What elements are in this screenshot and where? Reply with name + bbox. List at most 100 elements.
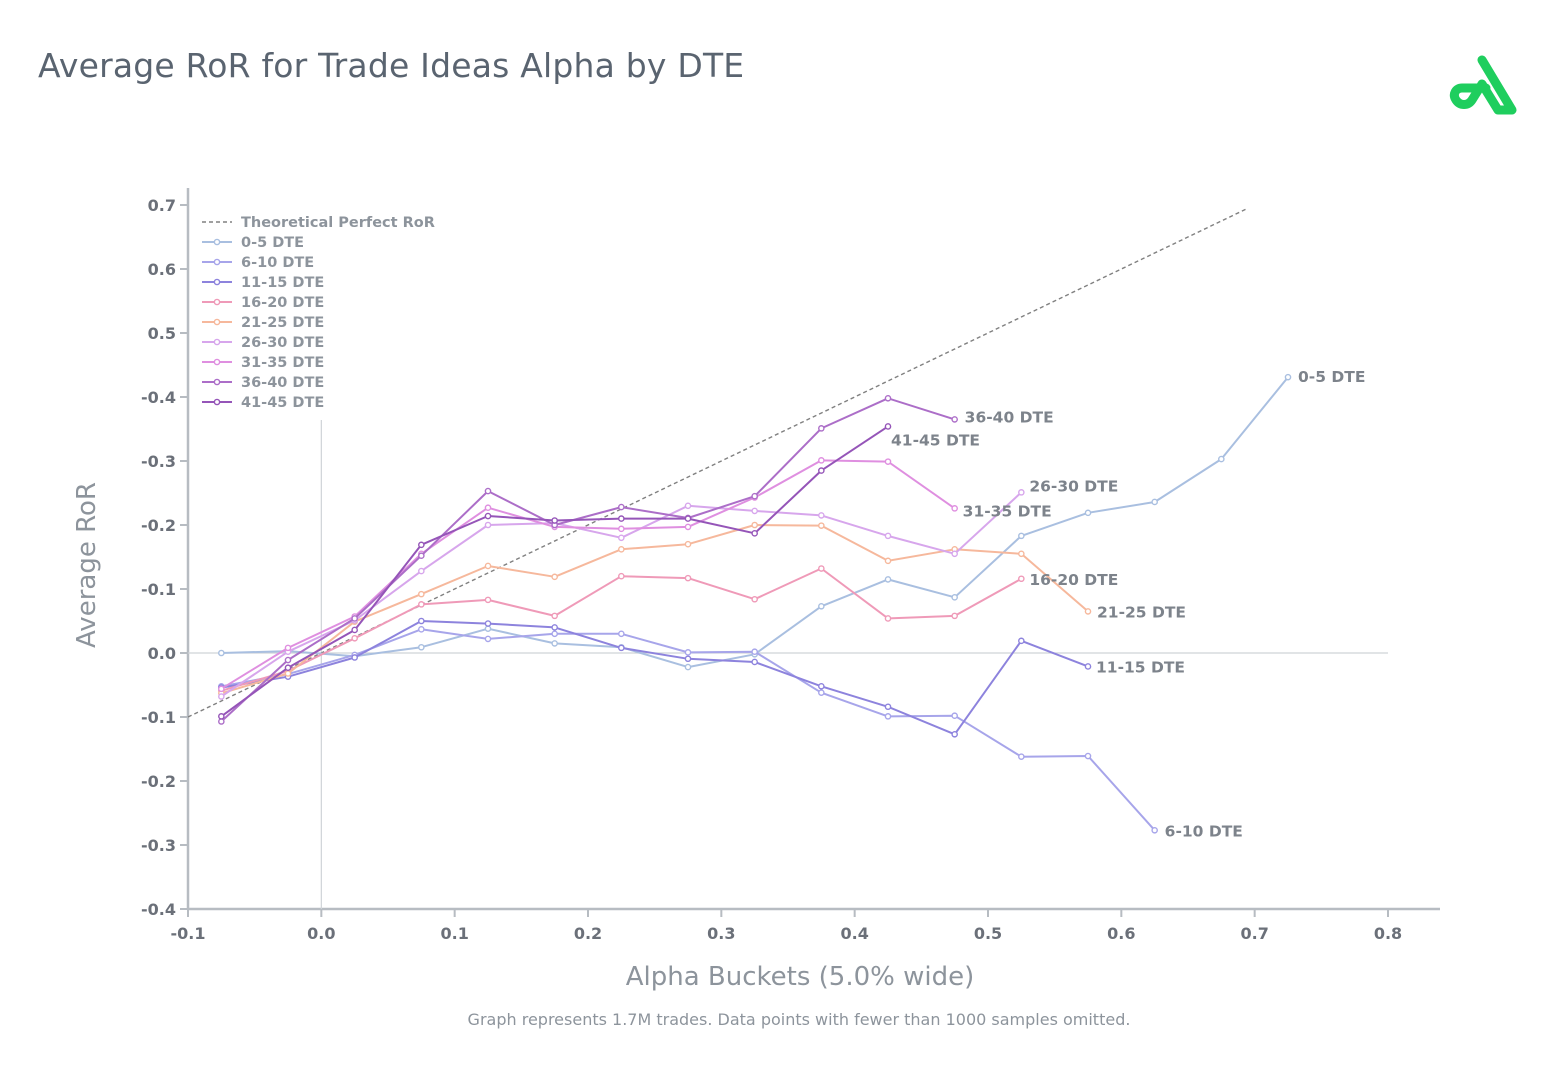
data-point-31-35-dte	[218, 685, 225, 693]
data-point-6-10-dte	[751, 648, 758, 656]
legend-label-26-30-dte: 26-30 DTE	[241, 335, 324, 351]
data-point-6-10-dte	[551, 630, 558, 638]
data-point-26-30-dte	[618, 534, 625, 542]
legend-marker-36-40-dte	[213, 378, 221, 386]
reference-line	[187, 207, 1249, 718]
data-point-36-40-dte	[351, 615, 358, 622]
legend-label-theoretical-perfect-ror: Theoretical Perfect RoR	[241, 215, 435, 231]
legend-label-21-25-dte: 21-25 DTE	[241, 315, 324, 331]
legend-marker-6-10-dte	[213, 258, 221, 266]
chart-end-labels: 0-5 DTE 6-10 DTE 11-15 DTE 16-20 DTE 21-25 D…	[891, 368, 1365, 840]
data-point-11-15-dte	[351, 654, 358, 661]
data-point-16-20-dte	[751, 595, 758, 603]
data-point-16-20-dte	[951, 612, 958, 620]
data-point-16-20-dte	[618, 572, 625, 580]
data-point-16-20-dte	[484, 596, 492, 604]
y-tick-label: -0.4	[141, 900, 176, 919]
y-tick-label: -0.1	[141, 580, 176, 599]
series-line-16-20-dte	[221, 567, 1022, 692]
chart-axes	[186, 188, 1440, 911]
data-point-6-10-dte	[484, 635, 492, 643]
data-point-6-10-dte	[1084, 752, 1092, 760]
data-point-11-15-dte	[551, 624, 558, 631]
data-point-41-45-dte	[884, 423, 892, 430]
data-point-6-10-dte	[951, 712, 958, 720]
data-point-21-25-dte	[818, 522, 825, 529]
data-point-21-25-dte	[884, 557, 892, 565]
legend-marker-31-35-dte	[213, 358, 221, 366]
data-point-26-30-dte	[951, 550, 958, 558]
data-point-31-35-dte	[951, 505, 958, 512]
brand-logo-icon	[1449, 55, 1517, 115]
data-point-6-10-dte	[884, 713, 892, 720]
data-point-36-40-dte	[818, 425, 825, 432]
data-point-6-10-dte	[1018, 753, 1025, 760]
series-line-36-40-dte	[220, 397, 956, 723]
data-point-16-20-dte	[418, 601, 425, 608]
legend-marker-41-45-dte	[213, 398, 221, 406]
x-tick-label: 0.1	[440, 924, 468, 943]
data-point-26-30-dte	[818, 512, 825, 519]
data-point-26-30-dte	[884, 532, 892, 540]
data-point-11-15-dte	[1084, 663, 1092, 670]
data-point-41-45-dte	[818, 467, 825, 474]
data-point-0-5-dte	[818, 602, 825, 610]
data-point-16-20-dte	[351, 634, 358, 642]
data-point-11-15-dte	[418, 617, 425, 625]
legend-marker-16-20-dte	[213, 298, 221, 306]
legend-marker-21-25-dte	[213, 318, 221, 326]
data-point-36-40-dte	[618, 503, 625, 511]
end-label-6-10-dte: 6-10 DTE	[1165, 822, 1243, 840]
data-point-21-25-dte	[618, 546, 625, 553]
data-point-11-15-dte	[484, 620, 492, 627]
data-point-41-45-dte	[618, 515, 625, 522]
data-point-16-20-dte	[884, 615, 892, 622]
data-point-21-25-dte	[284, 670, 292, 677]
series-line-31-35-dte	[220, 459, 956, 690]
data-point-11-15-dte	[618, 644, 625, 652]
footnote: Graph represents 1.7M trades. Data point…	[467, 1010, 1131, 1029]
data-point-6-10-dte	[1151, 826, 1158, 834]
data-point-36-40-dte	[951, 416, 958, 423]
data-point-26-30-dte	[484, 521, 492, 529]
data-point-36-40-dte	[418, 552, 425, 560]
data-point-26-30-dte	[684, 502, 692, 510]
end-label-11-15-dte: 11-15 DTE	[1096, 658, 1185, 676]
y-tick-label: 0.0	[148, 644, 176, 663]
x-tick-label: 0.5	[974, 924, 1002, 943]
data-point-41-45-dte	[551, 517, 558, 524]
data-point-6-10-dte	[618, 630, 625, 638]
data-point-11-15-dte	[951, 730, 958, 738]
legend-marker-11-15-dte	[213, 278, 221, 286]
x-tick-label: 0.2	[574, 924, 602, 943]
data-point-0-5-dte	[1284, 373, 1292, 381]
chart-title: Average RoR for Trade Ideas Alpha by DTE	[38, 46, 745, 85]
data-point-0-5-dte	[1218, 455, 1225, 463]
series-line-26-30-dte	[220, 491, 1022, 698]
y-tick-label: 0.6	[148, 260, 176, 279]
data-point-6-10-dte	[684, 649, 692, 656]
data-point-31-35-dte	[684, 523, 692, 531]
legend-label-16-20-dte: 16-20 DTE	[241, 295, 324, 311]
data-point-26-30-dte	[1018, 489, 1025, 496]
end-label-16-20-dte: 16-20 DTE	[1029, 571, 1118, 589]
x-tick-label: 0.4	[840, 924, 868, 943]
data-point-0-5-dte	[684, 663, 692, 671]
data-point-41-45-dte	[351, 626, 358, 634]
end-label-0-5-dte: 0-5 DTE	[1298, 368, 1365, 386]
data-point-26-30-dte	[751, 507, 758, 515]
x-tick-label: 0.0	[307, 924, 335, 943]
legend-label-31-35-dte: 31-35 DTE	[241, 355, 324, 371]
data-point-16-20-dte	[818, 565, 825, 572]
legend-label-6-10-dte: 6-10 DTE	[241, 255, 314, 271]
y-tick-label: -0.4	[141, 388, 176, 407]
y-tick-label: 0.5	[148, 324, 176, 343]
end-label-31-35-dte: 31-35 DTE	[963, 502, 1052, 520]
data-point-41-45-dte	[218, 713, 225, 720]
end-label-36-40-dte: 36-40 DTE	[965, 408, 1054, 426]
data-point-31-35-dte	[884, 458, 892, 465]
y-axis-label: Average RoR	[72, 482, 102, 648]
data-point-41-45-dte	[418, 541, 425, 549]
data-point-16-20-dte	[551, 612, 558, 620]
